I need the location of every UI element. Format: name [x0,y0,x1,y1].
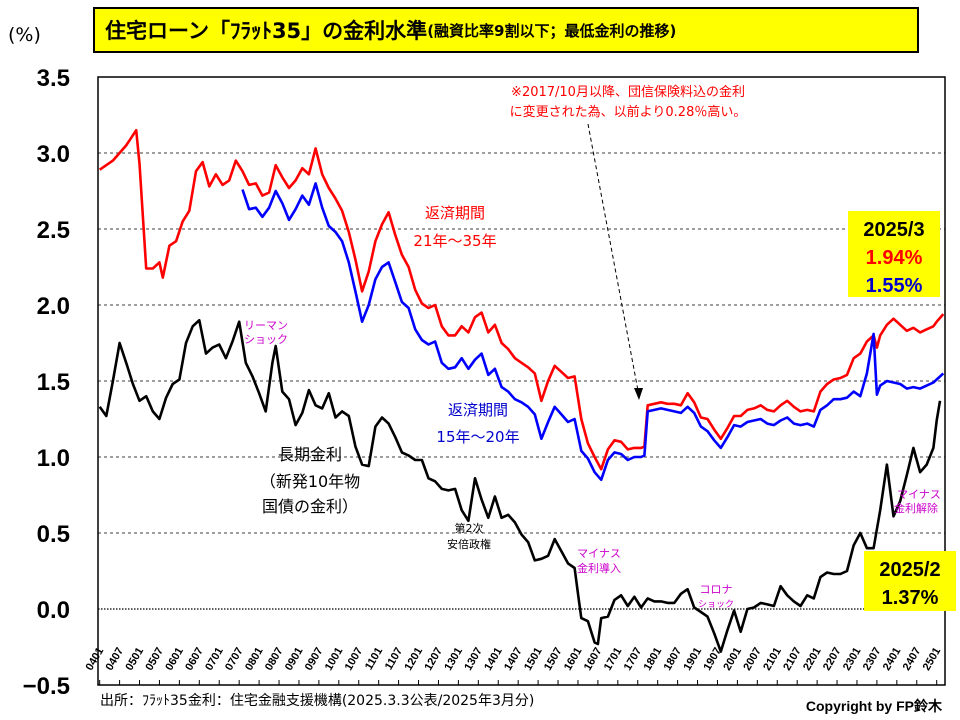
y-tick-label: 1.0 [37,445,70,472]
y-tick-label: −0.5 [23,673,70,700]
plot-frame [97,76,946,686]
y-axis-unit: (%) [8,24,41,46]
label-red-series-2: 21年～35年 [413,232,496,250]
grid-lines [98,152,945,610]
label-jgb-series-1: 長期金利 [278,445,342,464]
y-tick-label: 1.5 [37,369,70,396]
label-jgb-series-3: 国債の金利） [262,497,358,516]
annot-abe-1: 第2次 [455,521,484,535]
y-tick-label: 0.0 [37,597,70,624]
y-axis-ticks: 3.5 3.0 2.5 2.0 1.5 1.0 0.5 0.0 −0.5 [23,65,70,700]
label-blue-series-2: 15年～20年 [436,428,519,446]
annot-corona-2: ショック [698,599,734,610]
latest-flat35-red: 1.94% [866,247,923,269]
annot-lehman-2: ショック [244,333,288,346]
latest-flat35-date: 2025/3 [863,219,924,241]
title-sub: (融資比率9割以下；最低金利の推移) [427,21,677,40]
series-lines [98,128,945,653]
latest-flat35-blue: 1.55% [866,275,923,297]
copyright: Copyright by FP鈴木 [805,698,942,714]
series-line-2 [241,182,945,482]
annot-corona-1: コロナ [700,583,733,596]
series-line-1 [98,128,945,471]
label-red-series-1: 返済期間 [425,204,485,222]
y-tick-label: 3.5 [37,65,70,92]
y-tick-label: 0.5 [37,521,70,548]
label-jgb-series-2: （新発10年物 [260,472,360,491]
note-2017-line2: に変更された為、以前より0.28％高い。 [510,104,747,120]
source-note: 出所：ﾌﾗｯﾄ35金利：住宅金融支援機構(2025.3.3公表/2025年3月分… [100,693,535,709]
series-line-3 [98,318,942,653]
chart-title: 住宅ローン「ﾌﾗｯﾄ35」の金利水準 (融資比率9割以下；最低金利の推移) [93,7,919,53]
y-tick-label: 2.0 [37,293,70,320]
annot-negative-rate-2: 金利導入 [577,561,621,575]
y-tick-label: 3.0 [37,141,70,168]
note-2017-arrowhead [634,388,643,400]
latest-jgb-value: 1.37% [882,587,939,609]
latest-flat35-box [848,211,940,297]
label-blue-series-1: 返済期間 [448,401,508,419]
annot-negative-end-1: マイナス [897,488,941,501]
annot-negative-rate-1: マイナス [577,547,621,560]
annot-lehman-1: リーマン [244,319,288,332]
y-tick-label: 2.5 [37,217,70,244]
title-main: 住宅ローン「ﾌﾗｯﾄ35」の金利水準 [105,19,428,43]
annot-abe-2: 安倍政権 [447,537,491,551]
annot-negative-end-2: 金利解除 [894,501,938,515]
latest-jgb-date: 2025/2 [879,559,940,581]
note-2017-line1: ※2017/10月以降、団信保険料込の金利 [511,84,745,100]
latest-jgb-box [864,551,956,611]
